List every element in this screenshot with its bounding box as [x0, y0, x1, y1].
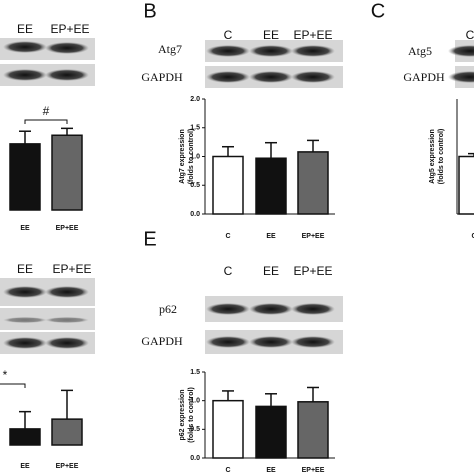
y-tick-label: 2.0 — [190, 96, 200, 103]
lane-label: EE — [263, 28, 279, 42]
lane-label: EE — [17, 262, 33, 276]
x-tick-label: EE — [20, 225, 30, 232]
blot-band — [206, 303, 250, 315]
y-axis-label: (folds to control) — [188, 387, 195, 443]
x-tick-label: C — [225, 233, 230, 240]
y-axis-label: (folds to control) — [188, 129, 195, 185]
y-tick-label: 1.0 — [190, 153, 200, 160]
x-tick-label: C — [225, 467, 230, 474]
lane-label: EP+EE — [293, 264, 332, 278]
x-tick-label: EP+EE — [56, 463, 79, 470]
annotation: * — [3, 368, 8, 382]
bar — [458, 155, 474, 215]
blot-band — [249, 45, 293, 57]
blot-band — [45, 42, 89, 54]
blot-band — [291, 336, 335, 348]
x-tick-label: C — [471, 233, 474, 240]
y-tick-label: 1.5 — [190, 369, 200, 376]
y-tick-label: 0.0 — [190, 211, 200, 218]
y-axis-label: Atg5 expression — [429, 129, 436, 183]
blot-band — [3, 69, 47, 81]
blot-label: Atg5 — [408, 44, 432, 58]
blot-label: Atg7 — [158, 42, 182, 56]
blot-band — [45, 69, 89, 81]
y-tick-label: 1.0 — [190, 398, 200, 405]
blot-band — [3, 337, 47, 349]
blot-band — [249, 336, 293, 348]
x-tick-label: EE — [266, 467, 276, 474]
blot-band — [3, 41, 47, 53]
annotation-bracket — [0, 383, 26, 388]
lane-label: EE — [17, 22, 33, 36]
x-tick-label: EP+EE — [302, 233, 325, 240]
blot-band — [291, 71, 335, 83]
blot-band — [291, 303, 335, 315]
blot-band — [448, 45, 474, 57]
bar — [255, 405, 287, 459]
bar — [212, 155, 244, 215]
lane-label: EP+EE — [50, 22, 89, 36]
y-axis-label: (folds to control) — [438, 129, 445, 185]
lane-label: C — [466, 28, 474, 42]
panel-letter: E — [143, 228, 156, 250]
bar — [51, 418, 83, 446]
y-axis-label: Atg7 expression — [179, 129, 186, 183]
bar — [9, 428, 41, 446]
panel-letter: B — [143, 0, 156, 22]
y-axis-label: p62 expression — [179, 390, 186, 441]
bar — [51, 134, 83, 211]
x-tick-label: EE — [20, 463, 30, 470]
annotation-bracket — [24, 119, 68, 124]
blot-band — [291, 45, 335, 57]
blot-band — [45, 286, 89, 298]
x-tick-label: EP+EE — [302, 467, 325, 474]
bar — [297, 401, 329, 459]
blot-band — [45, 317, 89, 323]
y-tick-label: 0.5 — [190, 182, 200, 189]
lane-label: C — [224, 28, 233, 42]
y-tick-label: 0.5 — [190, 426, 200, 433]
blot-band — [206, 45, 250, 57]
lane-label: C — [224, 264, 233, 278]
blot-band — [448, 71, 474, 83]
y-tick-label: 0.0 — [190, 455, 200, 462]
lane-label: EE — [263, 264, 279, 278]
blot-label: GAPDH — [141, 70, 183, 84]
bar — [297, 151, 329, 215]
blot-band — [249, 303, 293, 315]
annotation: # — [43, 104, 50, 118]
blot-band — [206, 336, 250, 348]
panel-letter: C — [371, 0, 385, 22]
blot-band — [206, 71, 250, 83]
blot-label: GAPDH — [403, 70, 445, 84]
x-tick-label: EP+EE — [56, 225, 79, 232]
bar — [255, 157, 287, 215]
blot-band — [249, 71, 293, 83]
blot-band — [3, 317, 47, 323]
lane-label: EP+EE — [293, 28, 332, 42]
y-tick-label: 1.5 — [190, 125, 200, 132]
bar — [9, 143, 41, 211]
bar — [212, 399, 244, 459]
blot-band — [45, 337, 89, 349]
x-tick-label: EE — [266, 233, 276, 240]
lane-label: EP+EE — [52, 262, 91, 276]
blot-band — [3, 286, 47, 298]
blot-label: p62 — [159, 302, 177, 316]
blot-label: GAPDH — [141, 334, 183, 348]
